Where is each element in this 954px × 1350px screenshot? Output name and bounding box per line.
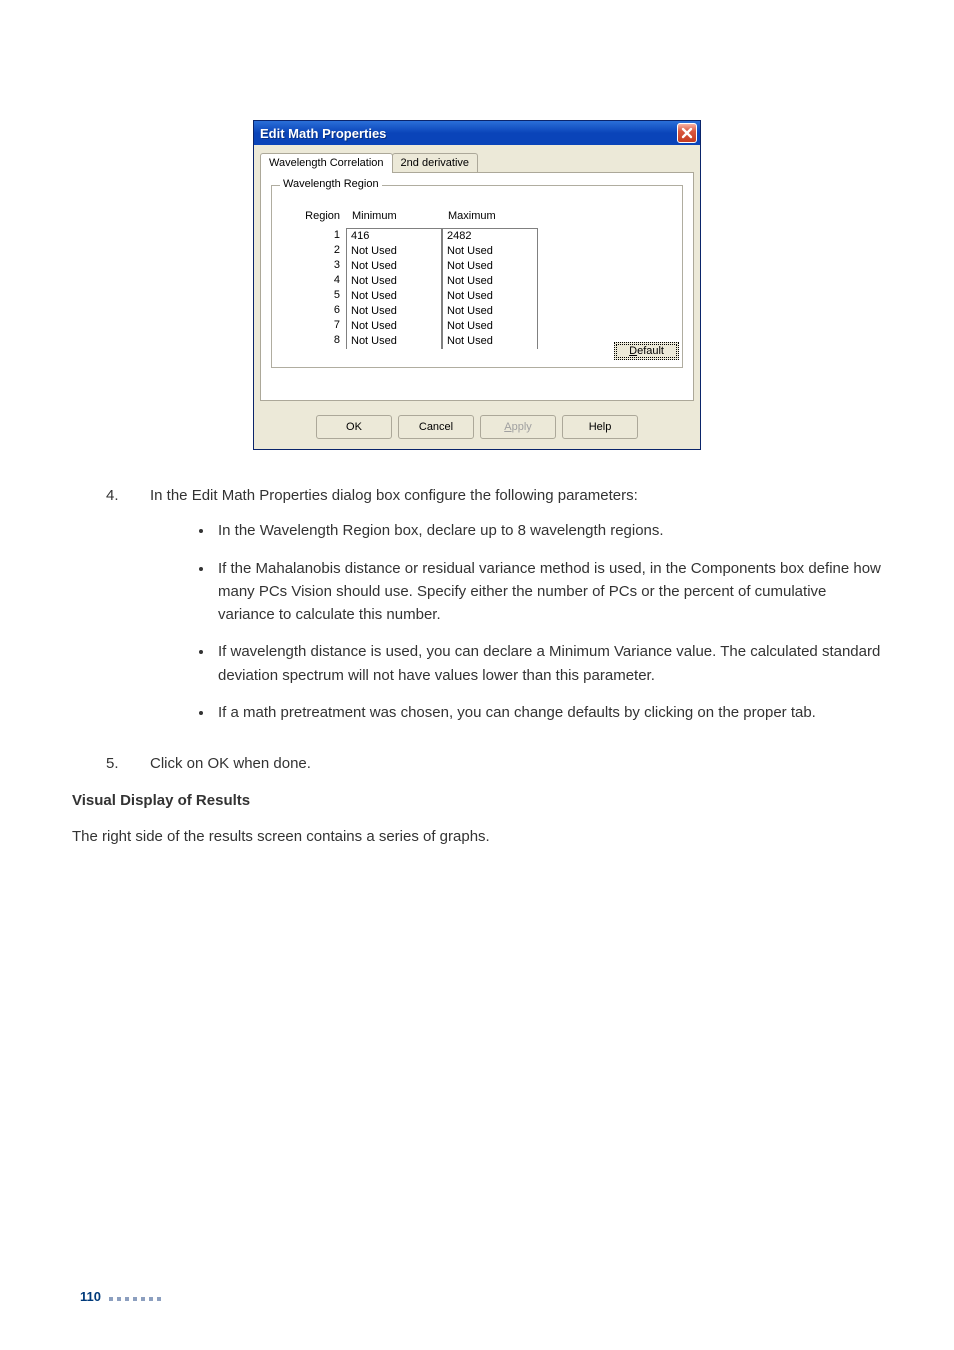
fieldset-legend: Wavelength Region (280, 178, 382, 190)
cancel-button[interactable]: Cancel (398, 415, 474, 439)
min-cell[interactable]: Not Used (351, 289, 441, 304)
footer-dots-icon (109, 1289, 165, 1304)
ok-button[interactable]: OK (316, 415, 392, 439)
region-index: 5 (284, 288, 340, 303)
max-cell[interactable]: Not Used (447, 244, 537, 259)
region-index: 4 (284, 273, 340, 288)
min-cell[interactable]: Not Used (351, 304, 441, 319)
max-cell[interactable]: Not Used (447, 319, 537, 334)
wavelength-region-table: Region Minimum Maximum 1 2 3 4 (284, 210, 670, 349)
max-cell[interactable]: Not Used (447, 289, 537, 304)
step-5-text: Click on OK when done. (138, 752, 882, 775)
tab-row: Wavelength Correlation 2nd derivative (260, 153, 694, 173)
step-5-number: 5. (72, 752, 138, 775)
tab-2nd-derivative[interactable]: 2nd derivative (392, 153, 479, 172)
page-number: 110 (80, 1289, 101, 1304)
document-body: 4. In the Edit Math Properties dialog bo… (72, 484, 882, 848)
min-cell[interactable]: 416 (351, 229, 441, 244)
section-para: The right side of the results screen con… (72, 825, 882, 848)
max-cell[interactable]: 2482 (447, 229, 537, 244)
step-4-bullet: If wavelength distance is used, you can … (214, 640, 882, 687)
step-4-bullet: If the Mahalanobis distance or residual … (214, 557, 882, 627)
region-index: 7 (284, 318, 340, 333)
max-cell[interactable]: Not Used (447, 259, 537, 274)
step-4: 4. In the Edit Math Properties dialog bo… (72, 484, 882, 738)
min-cell[interactable]: Not Used (351, 319, 441, 334)
step-4-bullet: If a math pretreatment was chosen, you c… (214, 701, 882, 724)
max-cell[interactable]: Not Used (447, 334, 537, 349)
col-header-max: Maximum (442, 210, 538, 222)
region-index-column: 1 2 3 4 5 6 7 8 (284, 228, 346, 349)
step-4-number: 4. (72, 484, 138, 738)
apply-button: Apply (480, 415, 556, 439)
titlebar: Edit Math Properties (254, 121, 700, 145)
region-index: 6 (284, 303, 340, 318)
step-4-lead: In the Edit Math Properties dialog box c… (150, 484, 882, 507)
region-index: 8 (284, 333, 340, 348)
wavelength-region-group: Wavelength Region Region Minimum Maximum… (271, 185, 683, 368)
region-index: 2 (284, 243, 340, 258)
min-cell[interactable]: Not Used (351, 334, 441, 349)
close-icon[interactable] (677, 123, 697, 143)
default-button[interactable]: Default (614, 342, 679, 360)
minimum-list[interactable]: 416 Not Used Not Used Not Used Not Used … (346, 228, 442, 349)
step-5: 5. Click on OK when done. (72, 752, 882, 775)
help-button[interactable]: Help (562, 415, 638, 439)
col-header-min: Minimum (346, 210, 442, 222)
section-heading-visual-display: Visual Display of Results (72, 789, 882, 812)
dialog-button-row: OK Cancel Apply Help (254, 407, 700, 449)
tab-wavelength-correlation[interactable]: Wavelength Correlation (260, 153, 393, 173)
max-cell[interactable]: Not Used (447, 274, 537, 289)
step-4-bullet: In the Wavelength Region box, declare up… (214, 519, 882, 542)
edit-math-properties-dialog: Edit Math Properties Wavelength Correlat… (253, 120, 701, 450)
min-cell[interactable]: Not Used (351, 259, 441, 274)
tab-panel: Wavelength Region Region Minimum Maximum… (260, 173, 694, 401)
col-header-region: Region (284, 210, 346, 222)
min-cell[interactable]: Not Used (351, 274, 441, 289)
maximum-list[interactable]: 2482 Not Used Not Used Not Used Not Used… (442, 228, 538, 349)
page-footer: 110 (80, 1289, 165, 1304)
max-cell[interactable]: Not Used (447, 304, 537, 319)
region-index: 1 (284, 228, 340, 243)
min-cell[interactable]: Not Used (351, 244, 441, 259)
dialog-title: Edit Math Properties (260, 126, 386, 141)
region-index: 3 (284, 258, 340, 273)
